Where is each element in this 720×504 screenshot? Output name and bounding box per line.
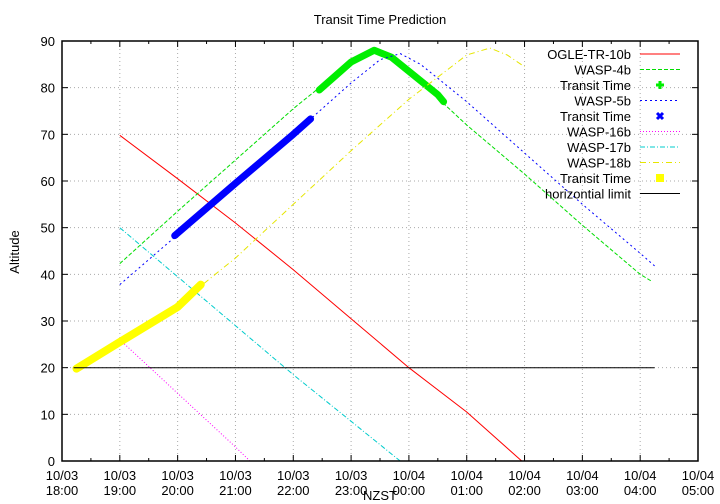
legend-label: WASP-4b	[574, 63, 631, 78]
transit-time-band	[171, 115, 315, 240]
y-tick-label: 40	[41, 267, 55, 282]
legend-label: WASP-18b	[567, 156, 631, 171]
x-tick-date: 10/03	[46, 468, 79, 483]
x-tick-time: 18:00	[46, 483, 79, 498]
series-line-wasp-5b	[119, 53, 655, 285]
x-tick-date: 10/04	[393, 468, 426, 483]
legend-label: horizontial limit	[545, 187, 631, 202]
transit-time-band	[72, 280, 205, 373]
x-tick-time: 01:00	[450, 483, 483, 498]
legend-label: Transit Time	[560, 78, 631, 93]
x-tick-date: 10/03	[104, 468, 137, 483]
x-tick-time: 03:00	[566, 483, 599, 498]
x-tick-date: 10/04	[566, 468, 599, 483]
series-line-wasp-16b	[119, 339, 251, 462]
data-series	[72, 46, 655, 462]
legend-label: WASP-16b	[567, 125, 631, 140]
y-tick-label: 50	[41, 221, 55, 236]
x-tick-date: 10/03	[219, 468, 252, 483]
x-tick-time: 22:00	[277, 483, 310, 498]
x-tick-time: 00:00	[393, 483, 426, 498]
legend-label: OGLE-TR-10b	[547, 47, 631, 62]
y-tick-label: 80	[41, 81, 55, 96]
y-tick-label: 20	[41, 361, 55, 376]
y-axis-label: Altitude	[7, 230, 22, 273]
x-tick-date: 10/04	[450, 468, 483, 483]
x-tick-time: 19:00	[104, 483, 137, 498]
x-tick-time: 05:00	[682, 483, 715, 498]
x-tick-date: 10/04	[508, 468, 541, 483]
y-tick-label: 0	[48, 454, 55, 469]
legend-label: WASP-17b	[567, 140, 631, 155]
y-tick-label: 60	[41, 174, 55, 189]
x-tick-date: 10/04	[624, 468, 657, 483]
x-tick-time: 21:00	[219, 483, 252, 498]
legend-label: WASP-5b	[574, 94, 631, 109]
x-axis-label: NZST	[363, 488, 397, 503]
legend-square-marker-icon	[656, 174, 664, 182]
series-line-wasp-17b	[119, 227, 401, 462]
x-tick-date: 10/03	[335, 468, 368, 483]
legend-label: Transit Time	[560, 171, 631, 186]
transit-time-band	[315, 46, 448, 106]
chart-title: Transit Time Prediction	[314, 12, 446, 27]
x-tick-time: 20:00	[161, 483, 194, 498]
x-tick-date: 10/03	[161, 468, 194, 483]
y-tick-label: 90	[41, 34, 55, 49]
x-tick-time: 04:00	[624, 483, 657, 498]
x-tick-time: 02:00	[508, 483, 541, 498]
series-line-wasp-18b	[73, 47, 525, 370]
x-tick-date: 10/03	[277, 468, 310, 483]
series-line-ogle-tr-10b	[119, 134, 523, 462]
y-tick-label: 30	[41, 314, 55, 329]
y-tick-label: 70	[41, 127, 55, 142]
axis-ticks: 010203040506070809010/0318:0010/0319:001…	[41, 34, 715, 498]
legend-label: Transit Time	[560, 109, 631, 124]
y-tick-label: 10	[41, 407, 55, 422]
legend-plus-marker-icon	[656, 81, 664, 89]
x-tick-date: 10/04	[682, 468, 715, 483]
legend-cross-marker-icon	[655, 111, 665, 121]
x-tick-time: 23:00	[335, 483, 368, 498]
